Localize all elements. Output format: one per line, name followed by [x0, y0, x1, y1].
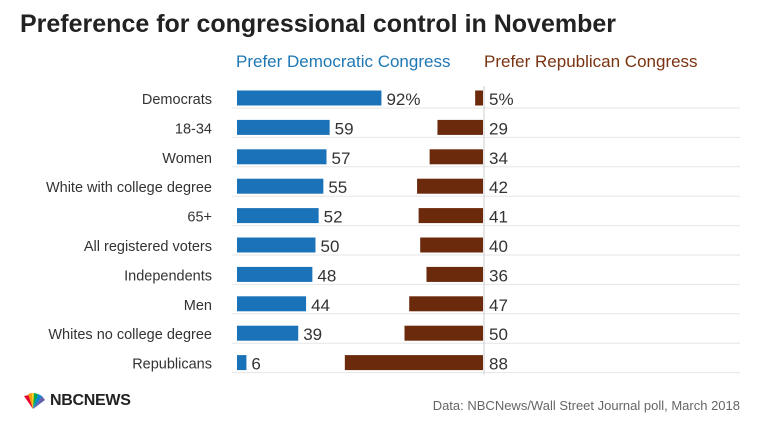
peacock-icon	[24, 392, 45, 409]
bar-democratic	[237, 119, 330, 135]
value-label-democratic: 92%	[386, 90, 420, 109]
value-label-republican: 34	[489, 149, 508, 168]
value-label-republican: 50	[489, 325, 508, 344]
bar-republican	[420, 237, 483, 253]
legend-democratic: Prefer Democratic Congress	[236, 52, 451, 71]
bar-republican	[475, 90, 483, 106]
bar-democratic	[237, 208, 319, 224]
chart-title: Preference for congressional control in …	[20, 10, 616, 38]
bar-republican	[429, 149, 483, 165]
bar-democratic	[237, 149, 327, 165]
category-label: Republicans	[132, 357, 212, 373]
category-label: White with college degree	[46, 180, 212, 196]
bar-democratic	[237, 90, 382, 106]
category-label: 65+	[187, 210, 212, 226]
bar-republican	[418, 208, 483, 224]
category-label: All registered voters	[84, 239, 212, 255]
value-label-democratic: 44	[311, 296, 330, 315]
value-label-democratic: 39	[303, 325, 322, 344]
value-label-republican: 88	[489, 355, 508, 374]
bar-republican	[437, 119, 483, 135]
bar-republican	[417, 178, 483, 194]
category-label: 18-34	[175, 121, 212, 137]
value-label-republican: 47	[489, 296, 508, 315]
category-label: Whites no college degree	[48, 327, 212, 343]
bar-republican	[409, 296, 483, 312]
bar-chart: Democrats 92% 5% 18-34 59 29 Women 57 34 White wi…	[46, 86, 740, 375]
logo-text: NBCNEWS	[50, 392, 131, 409]
value-label-republican: 29	[489, 119, 508, 138]
value-label-democratic: 55	[328, 178, 347, 197]
value-label-republican: 36	[489, 266, 508, 285]
category-label: Independents	[124, 268, 212, 284]
value-label-republican: 40	[489, 237, 508, 256]
bar-republican	[404, 325, 483, 341]
nbc-news-logo: NBCNEWS	[20, 392, 131, 410]
bar-republican	[426, 266, 483, 282]
bar-republican	[344, 355, 483, 371]
value-label-democratic: 48	[317, 266, 336, 285]
category-label: Democrats	[142, 92, 212, 108]
value-label-republican: 41	[489, 208, 508, 227]
bar-democratic	[237, 266, 313, 282]
legend-republican: Prefer Republican Congress	[484, 52, 698, 71]
bar-democratic	[237, 325, 299, 341]
value-label-republican: 42	[489, 178, 508, 197]
value-label-democratic: 59	[335, 119, 354, 138]
bar-democratic	[237, 178, 324, 194]
value-label-democratic: 57	[331, 149, 350, 168]
value-label-democratic: 52	[324, 208, 343, 227]
bar-democratic	[237, 296, 307, 312]
data-source: Data: NBCNews/Wall Street Journal poll, …	[432, 398, 740, 413]
category-label: Men	[184, 298, 212, 314]
bar-democratic	[237, 237, 316, 253]
value-label-democratic: 50	[321, 237, 340, 256]
value-label-republican: 5%	[489, 90, 514, 109]
category-label: Women	[162, 151, 212, 167]
value-label-democratic: 6	[251, 355, 260, 374]
bar-democratic	[237, 355, 247, 371]
